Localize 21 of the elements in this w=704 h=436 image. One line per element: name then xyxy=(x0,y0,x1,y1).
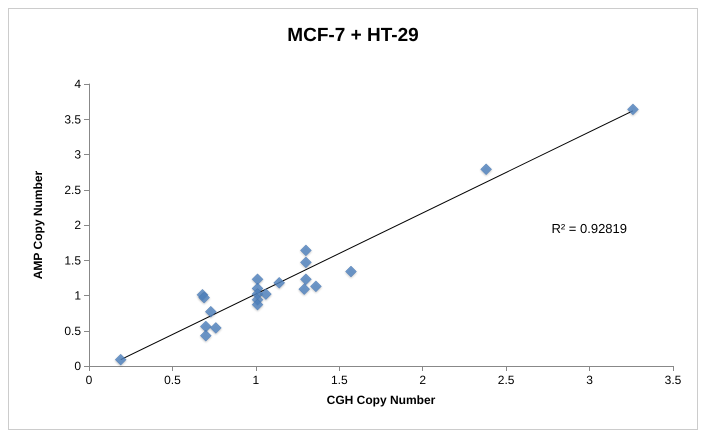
y-tick-label: 3 xyxy=(74,148,82,162)
y-tick-label: 2 xyxy=(74,218,82,232)
y-tick-label: 2.5 xyxy=(64,182,82,197)
y-tick-label: 0.5 xyxy=(64,324,82,338)
x-tick-label: 3 xyxy=(586,373,594,387)
x-tick-label: 3.5 xyxy=(664,373,682,387)
x-tick-label: 0 xyxy=(86,373,93,387)
x-tick-label: 2.5 xyxy=(498,373,515,387)
y-tick-label: 3.5 xyxy=(64,112,82,126)
x-tick-label: 1 xyxy=(252,373,260,387)
y-axis-title: AMP Copy Number xyxy=(31,170,45,280)
y-tick-label: 1 xyxy=(74,288,82,302)
x-tick-label: 2 xyxy=(419,373,426,387)
x-tick-label: 0.5 xyxy=(164,373,182,387)
y-tick-label: 1.5 xyxy=(64,253,82,268)
chart-title: MCF-7 + HT-29 xyxy=(287,25,419,46)
y-tick-label: 0 xyxy=(74,359,82,373)
annotation: R² = 0.92819 xyxy=(551,221,628,236)
x-tick-label: 1.5 xyxy=(330,373,348,387)
y-tick-label: 4 xyxy=(74,77,82,91)
x-axis-title: CGH Copy Number xyxy=(326,393,436,407)
